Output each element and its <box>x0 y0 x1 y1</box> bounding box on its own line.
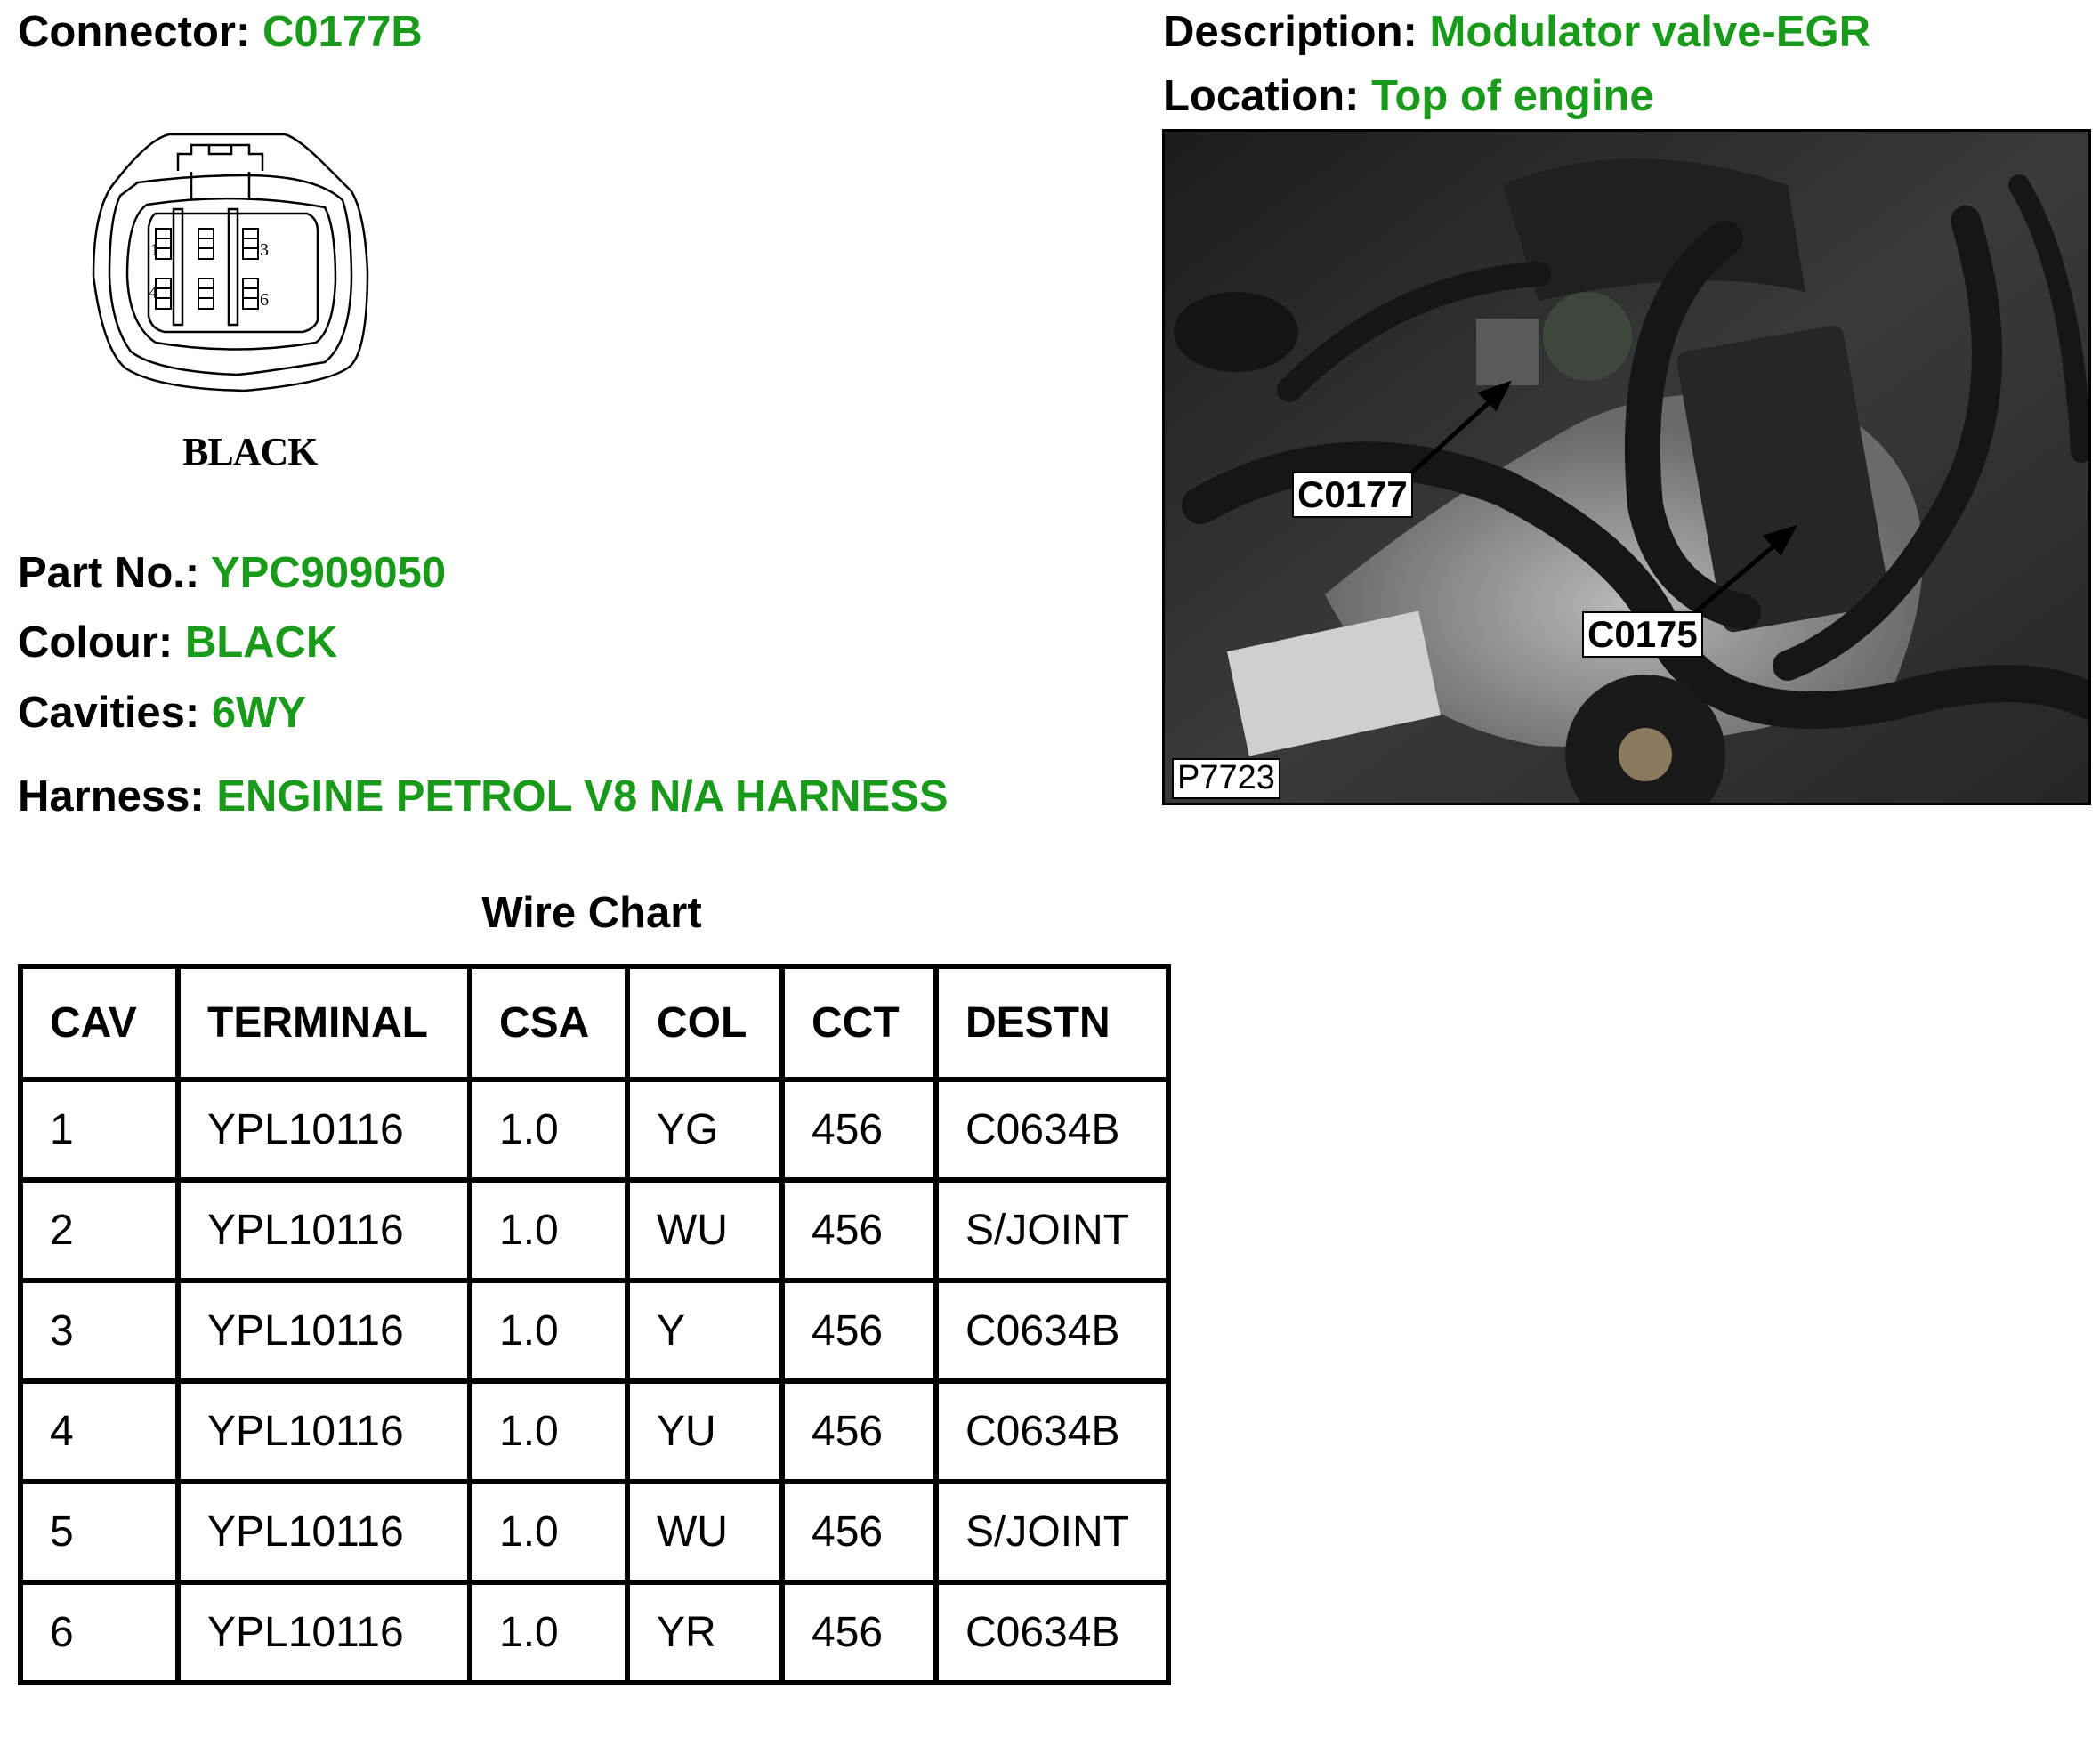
cell-cct: 456 <box>779 1278 939 1384</box>
diagram-colour-label: BLACK <box>182 430 318 473</box>
column-header-cct: CCT <box>779 964 939 1082</box>
column-header-destn: DESTN <box>933 964 1171 1082</box>
table-row: 3 YPL10116 1.0 Y 456 C0634B <box>18 1278 1171 1384</box>
cell-csa: 1.0 <box>467 1580 630 1685</box>
cell-csa: 1.0 <box>467 1177 630 1283</box>
part-no-value: YPC909050 <box>210 549 447 597</box>
cell-col: WU <box>625 1177 785 1283</box>
location-field: Location: Top of engine <box>1163 75 1654 118</box>
cell-cct: 456 <box>779 1479 939 1585</box>
table-row: 1 YPL10116 1.0 YG 456 C0634B <box>18 1077 1171 1183</box>
cell-cav: 3 <box>18 1278 181 1384</box>
cell-csa: 1.0 <box>467 1378 630 1484</box>
cell-col: YR <box>625 1580 785 1685</box>
table-row: 4 YPL10116 1.0 YU 456 C0634B <box>18 1378 1171 1484</box>
cell-destn: C0634B <box>933 1378 1171 1484</box>
cell-cav: 1 <box>18 1077 181 1183</box>
cell-destn: S/JOINT <box>933 1177 1171 1283</box>
callout-c0175: C0175 <box>1582 611 1703 659</box>
part-no-label: Part No.: <box>18 549 200 597</box>
connector-field: Connector: C0177B <box>18 11 423 54</box>
colour-value: BLACK <box>184 618 338 667</box>
engine-location-photo: C0177 C0175 P7723 <box>1162 129 2091 805</box>
cell-col: YU <box>625 1378 785 1484</box>
cavity-number: 4 <box>149 283 158 303</box>
cell-terminal: YPL10116 <box>175 1278 472 1384</box>
callout-c0177: C0177 <box>1292 472 1413 519</box>
cell-csa: 1.0 <box>467 1479 630 1585</box>
photo-reference-plate: P7723 <box>1172 758 1280 799</box>
cell-cav: 4 <box>18 1378 181 1484</box>
cell-destn: S/JOINT <box>933 1479 1171 1585</box>
cell-cav: 6 <box>18 1580 181 1685</box>
cavities-field: Cavities: 6WY <box>18 691 306 735</box>
harness-value: ENGINE PETROL V8 N/A HARNESS <box>216 772 949 820</box>
cell-cav: 5 <box>18 1479 181 1585</box>
description-value: Modulator valve-EGR <box>1429 8 1871 56</box>
cell-terminal: YPL10116 <box>175 1077 472 1183</box>
wire-chart-title: Wire Chart <box>481 889 702 937</box>
cell-cav: 2 <box>18 1177 181 1283</box>
location-value: Top of engine <box>1371 72 1654 120</box>
part-no-field: Part No.: YPC909050 <box>18 552 446 595</box>
cell-cct: 456 <box>779 1378 939 1484</box>
connector-label: Connector: <box>18 8 251 56</box>
cell-col: Y <box>625 1278 785 1384</box>
cavity-number: 6 <box>260 290 269 310</box>
colour-label: Colour: <box>18 618 174 667</box>
harness-field: Harness: ENGINE PETROL V8 N/A HARNESS <box>18 775 949 819</box>
engine-photo-image <box>1165 132 2088 803</box>
location-label: Location: <box>1163 72 1360 120</box>
cavity-number: 3 <box>260 240 269 260</box>
cell-destn: C0634B <box>933 1278 1171 1384</box>
cell-destn: C0634B <box>933 1580 1171 1685</box>
column-header-cav: CAV <box>18 964 181 1082</box>
table-header-row: CAV TERMINAL CSA COL CCT DESTN <box>18 964 1171 1082</box>
table-row: 2 YPL10116 1.0 WU 456 S/JOINT <box>18 1177 1171 1283</box>
table-row: 5 YPL10116 1.0 WU 456 S/JOINT <box>18 1479 1171 1585</box>
column-header-terminal: TERMINAL <box>175 964 472 1082</box>
cell-destn: C0634B <box>933 1077 1171 1183</box>
connector-value: C0177B <box>262 8 423 56</box>
column-header-csa: CSA <box>467 964 630 1082</box>
cavities-label: Cavities: <box>18 689 200 737</box>
connector-face-diagram: 1 3 4 6 <box>92 133 369 392</box>
table-row: 6 YPL10116 1.0 YR 456 C0634B <box>18 1580 1171 1685</box>
colour-field: Colour: BLACK <box>18 621 337 665</box>
cell-cct: 456 <box>779 1580 939 1685</box>
wire-chart-table: CAV TERMINAL CSA COL CCT DESTN 1 YPL10116 1.0 YG… <box>18 964 1171 1685</box>
cell-csa: 1.0 <box>467 1278 630 1384</box>
harness-label: Harness: <box>18 772 205 820</box>
cell-cct: 456 <box>779 1077 939 1183</box>
cell-terminal: YPL10116 <box>175 1378 472 1484</box>
description-label: Description: <box>1163 8 1418 56</box>
cell-csa: 1.0 <box>467 1077 630 1183</box>
description-field: Description: Modulator valve-EGR <box>1163 11 1870 54</box>
cavity-number: 1 <box>150 240 159 260</box>
cell-terminal: YPL10116 <box>175 1177 472 1283</box>
cell-col: YG <box>625 1077 785 1183</box>
cell-col: WU <box>625 1479 785 1585</box>
cell-cct: 456 <box>779 1177 939 1283</box>
cell-terminal: YPL10116 <box>175 1580 472 1685</box>
cell-terminal: YPL10116 <box>175 1479 472 1585</box>
cavities-value: 6WY <box>211 689 307 737</box>
column-header-col: COL <box>625 964 785 1082</box>
